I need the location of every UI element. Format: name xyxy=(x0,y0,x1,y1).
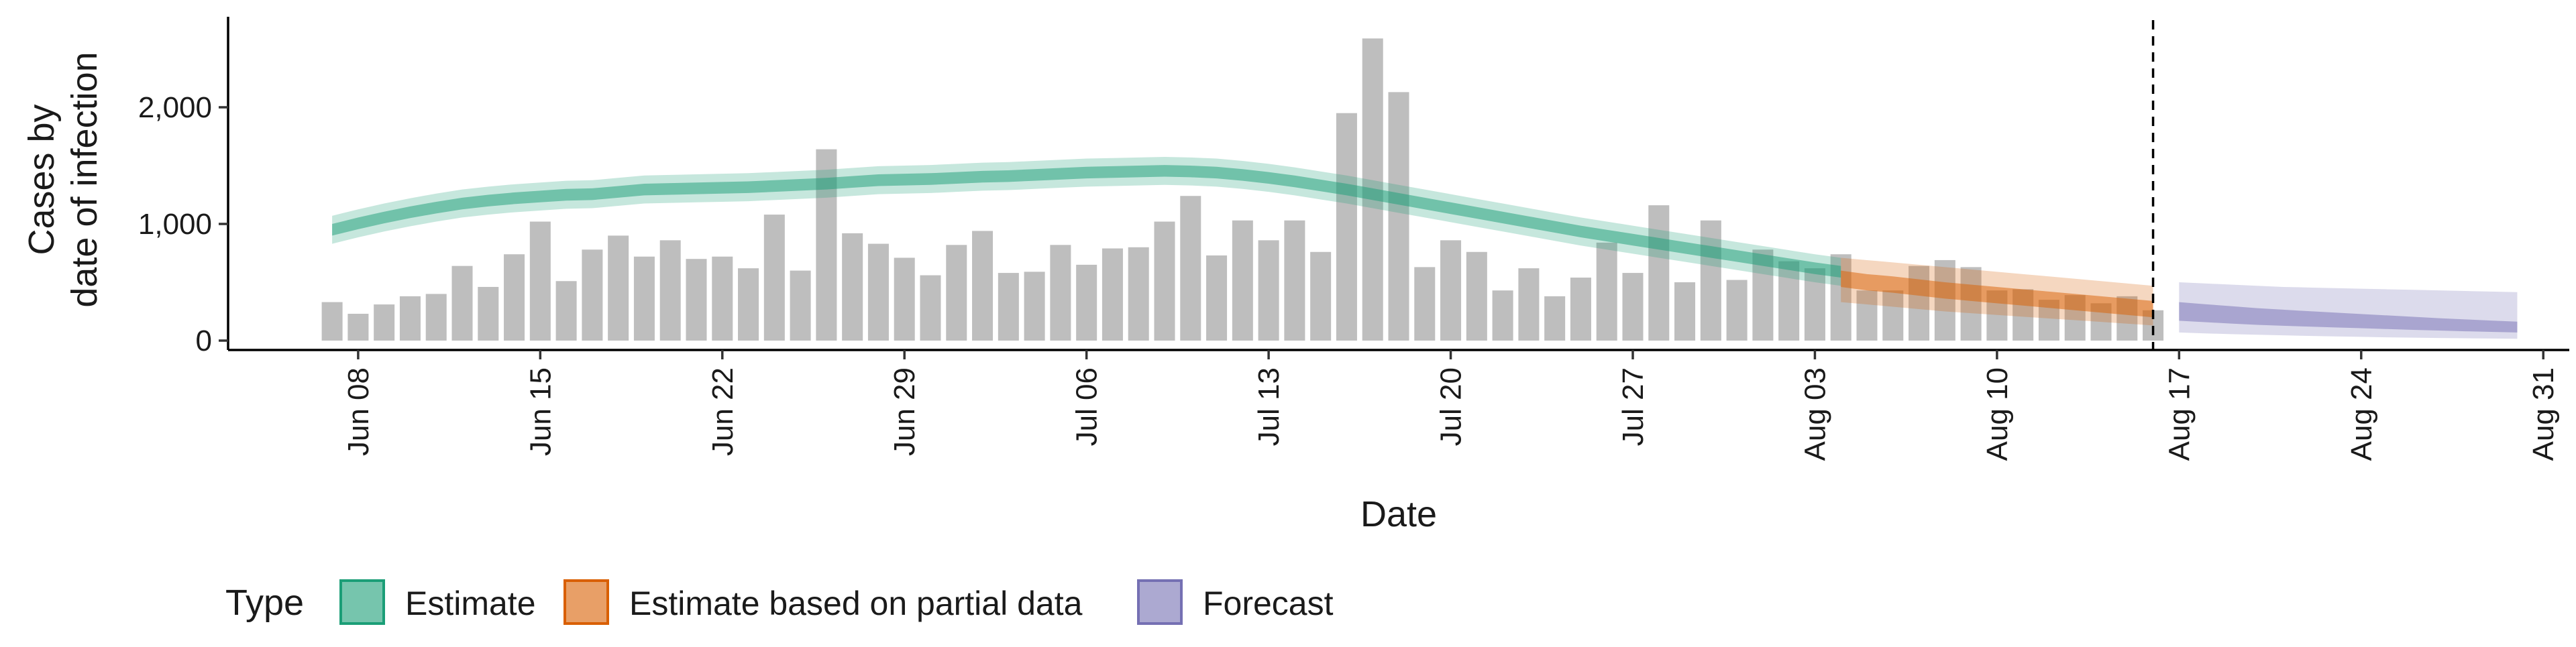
y-axis-title-line-2: date of infection xyxy=(64,52,105,307)
case-bar xyxy=(1128,247,1149,341)
legend-title: Type xyxy=(225,583,304,623)
case-bar xyxy=(1414,267,1436,341)
case-bar xyxy=(1856,290,1878,341)
x-tick-label: Aug 24 xyxy=(2345,367,2378,461)
case-bar xyxy=(1934,259,1955,341)
case-bar xyxy=(1882,290,1904,341)
case-bar xyxy=(920,275,941,341)
case-bar xyxy=(1648,205,1670,341)
estimate-based-on-partial-data-inner-band xyxy=(1841,270,2153,318)
legend-label-estimate: Estimate xyxy=(405,585,536,622)
case-bar xyxy=(399,296,421,341)
x-tick-label: Aug 10 xyxy=(1981,367,2014,461)
case-bar xyxy=(763,215,785,341)
case-bar xyxy=(1388,92,1409,341)
case-bar xyxy=(1466,251,1487,341)
case-bar xyxy=(374,304,395,341)
case-bar xyxy=(451,266,473,341)
x-tick-label: Jul 20 xyxy=(1435,367,1468,446)
case-bar xyxy=(738,268,759,341)
case-bar xyxy=(1778,261,1800,341)
case-bar xyxy=(347,313,369,341)
case-bar xyxy=(1050,245,1071,341)
estimate-inner-band xyxy=(332,165,1841,278)
case-bar xyxy=(712,256,733,341)
case-bar xyxy=(1076,264,1097,341)
case-bar xyxy=(1258,240,1279,341)
case-bar xyxy=(1674,282,1696,341)
x-tick-label: Jul 13 xyxy=(1252,367,1285,446)
case-bar xyxy=(1804,268,1825,341)
x-tick-label: Jun 08 xyxy=(342,367,375,456)
case-bar xyxy=(1180,196,1201,341)
case-bar xyxy=(1544,296,1566,341)
y-tick-label: 1,000 xyxy=(138,208,212,241)
x-tick-label: Jul 06 xyxy=(1071,367,1104,446)
case-bar xyxy=(1284,220,1305,341)
case-bar xyxy=(686,259,707,341)
case-bar xyxy=(998,273,1019,341)
case-bar xyxy=(529,221,551,341)
case-bar xyxy=(478,286,499,341)
case-bar xyxy=(1596,242,1617,341)
case-bar xyxy=(1154,221,1175,341)
x-tick-label: Aug 31 xyxy=(2527,367,2560,461)
case-bar xyxy=(582,249,603,341)
case-bar xyxy=(1440,240,1462,341)
legend-label-forecast: Forecast xyxy=(1203,585,1334,622)
case-bar xyxy=(894,257,915,341)
case-bar xyxy=(659,240,681,341)
x-tick-label: Aug 17 xyxy=(2163,367,2196,461)
case-bar xyxy=(1206,255,1228,341)
x-axis-title: Date xyxy=(1360,494,1437,534)
case-bar xyxy=(790,270,811,341)
case-bar xyxy=(946,245,967,341)
case-bar xyxy=(1492,290,1513,341)
legend-label-estimate-based-on-partial-data: Estimate based on partial data xyxy=(629,585,1083,622)
case-bar xyxy=(1232,220,1253,341)
case-bar xyxy=(321,302,343,341)
x-tick-label: Jun 22 xyxy=(706,367,739,456)
case-bar xyxy=(842,233,863,341)
legend-key-estimate-based-on-partial-data xyxy=(564,579,609,625)
case-bar xyxy=(555,281,577,341)
case-bar xyxy=(1570,278,1591,341)
case-bar xyxy=(1960,267,1982,341)
x-tick-label: Jul 27 xyxy=(1617,367,1650,446)
case-bar xyxy=(425,294,447,341)
case-bar xyxy=(608,235,629,341)
legend-key-estimate xyxy=(339,579,385,625)
forecast-inner-band xyxy=(2179,302,2518,333)
case-bar xyxy=(1726,280,1748,341)
case-bar xyxy=(1622,273,1644,341)
case-bar xyxy=(1310,251,1332,341)
case-bar xyxy=(1909,266,1930,341)
case-bar xyxy=(504,254,525,341)
case-bar xyxy=(1700,220,1721,341)
x-tick-label: Jun 15 xyxy=(524,367,557,456)
legend-key-forecast xyxy=(1137,579,1183,625)
case-bar xyxy=(1336,113,1357,341)
y-tick-label: 0 xyxy=(196,325,212,357)
y-tick-label: 2,000 xyxy=(138,91,212,124)
case-bar xyxy=(867,243,889,341)
x-tick-label: Jun 29 xyxy=(888,367,921,456)
y-axis-title-line-1: Cases by xyxy=(21,104,62,255)
case-bar xyxy=(972,231,994,341)
x-tick-label: Aug 03 xyxy=(1799,367,1831,461)
case-bar xyxy=(633,256,655,341)
case-bar xyxy=(1102,248,1123,341)
case-bar xyxy=(1024,272,1045,341)
case-bar xyxy=(1518,268,1540,341)
